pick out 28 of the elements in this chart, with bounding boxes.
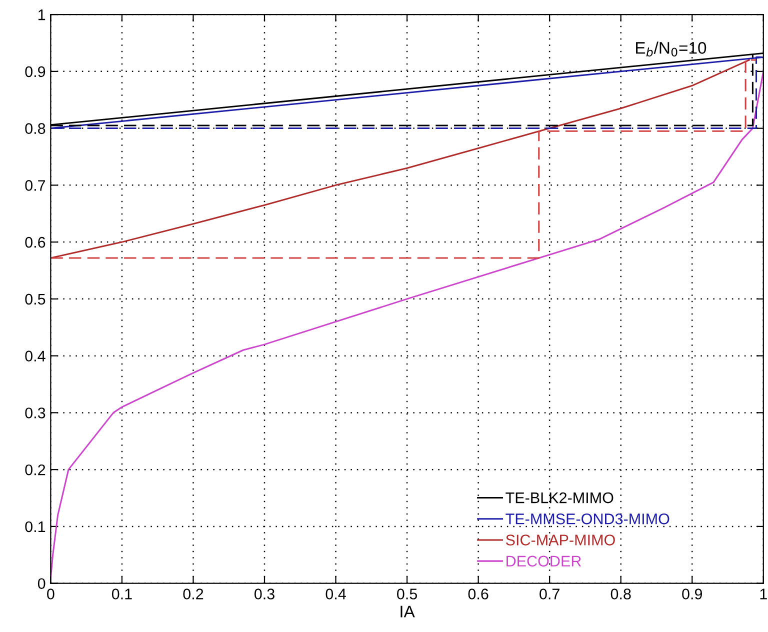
legend-label: SIC-MAP-MIMO <box>506 534 615 546</box>
y-tick-label: 0.3 <box>25 408 46 418</box>
x-tick-label: 0.4 <box>326 588 346 600</box>
y-tick-label: 0.8 <box>25 123 46 134</box>
y-tick-label: 0.5 <box>25 294 46 305</box>
x-tick-label: 0.8 <box>610 588 631 600</box>
y-tick-label: 1 <box>38 10 46 20</box>
legend-label: TE-MMSE-OND3-MIMO <box>506 514 670 524</box>
y-tick-label: 0.2 <box>25 464 46 476</box>
y-tick-label: 0 <box>38 578 46 590</box>
x-tick-label: 0.9 <box>682 588 702 600</box>
x-tick-label: 0.7 <box>540 588 560 600</box>
x-axis-title: IA <box>400 606 415 618</box>
x-tick-label: 0.6 <box>468 588 488 600</box>
y-tick-label: 0.4 <box>25 350 46 362</box>
annotation: E$_{b}$/N$_{0}$=10 <box>636 42 706 57</box>
y-tick-label: 0.1 <box>25 521 46 532</box>
legend-label: DECODER <box>506 556 581 567</box>
x-tick-label: 1 <box>760 588 767 600</box>
y-tick-label: 0.9 <box>25 66 46 78</box>
x-tick-label: 0.1 <box>112 588 132 600</box>
x-tick-label: 0.5 <box>397 588 418 600</box>
legend-label: TE-BLK2-MIMO <box>506 492 614 504</box>
y-tick-label: 0.6 <box>25 236 46 248</box>
y-tick-label: 0.7 <box>25 180 46 191</box>
x-tick-label: 0.2 <box>183 588 204 600</box>
x-tick-label: 0.3 <box>254 588 274 600</box>
x-tick-label: 0 <box>47 588 54 600</box>
